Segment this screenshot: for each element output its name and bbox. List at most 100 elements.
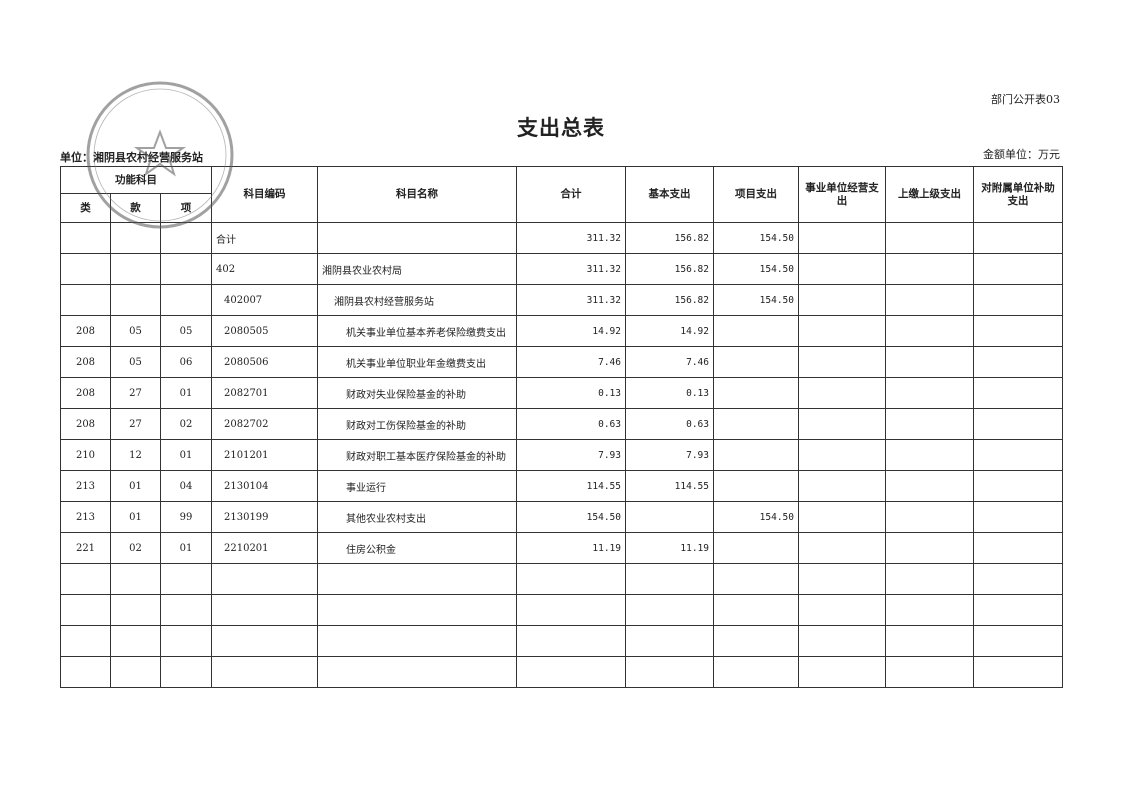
cell-name xyxy=(317,563,517,595)
cell-lei: 213 xyxy=(60,501,111,533)
cell-lei: 221 xyxy=(60,532,111,564)
header-upper: 上缴上级支出 xyxy=(885,166,974,223)
table-row: 213 01 04 2130104 事业运行 114.55 114.55 xyxy=(60,470,1063,502)
cell-lei: 208 xyxy=(60,377,111,409)
cell-kuan xyxy=(110,222,161,254)
header-lei: 类 xyxy=(60,193,111,223)
cell-name xyxy=(317,594,517,626)
header-code: 科目编码 xyxy=(211,166,318,223)
cell-kuan xyxy=(110,625,161,657)
cell-code xyxy=(211,563,318,595)
cell-lei: 208 xyxy=(60,346,111,378)
cell-project xyxy=(713,656,799,688)
cell-upper xyxy=(885,656,974,688)
unit-label: 单位：湘阴县农村经营服务站 xyxy=(60,151,203,164)
cell-kuan xyxy=(110,563,161,595)
cell-subsidy xyxy=(973,284,1063,316)
cell-code: 2082701 xyxy=(211,377,318,409)
cell-subsidy xyxy=(973,439,1063,471)
cell-name: 湘阴县农村经营服务站 xyxy=(317,284,517,316)
cell-basic: 11.19 xyxy=(625,532,714,564)
cell-project xyxy=(713,377,799,409)
cell-basic: 156.82 xyxy=(625,284,714,316)
cell-subsidy xyxy=(973,470,1063,502)
cell-project xyxy=(713,408,799,440)
cell-upper xyxy=(885,532,974,564)
cell-total: 311.32 xyxy=(516,222,626,254)
cell-lei xyxy=(60,563,111,595)
cell-kuan xyxy=(110,284,161,316)
cell-name: 机关事业单位基本养老保险缴费支出 xyxy=(317,315,517,347)
cell-subsidy xyxy=(973,656,1063,688)
cell-kuan xyxy=(110,253,161,285)
cell-subsidy xyxy=(973,315,1063,347)
cell-xiang xyxy=(160,284,212,316)
cell-total: 0.63 xyxy=(516,408,626,440)
cell-subsidy xyxy=(973,532,1063,564)
cell-upper xyxy=(885,563,974,595)
cell-lei xyxy=(60,656,111,688)
cell-business xyxy=(798,315,886,347)
cell-xiang xyxy=(160,222,212,254)
cell-name xyxy=(317,656,517,688)
cell-total: 154.50 xyxy=(516,501,626,533)
cell-subsidy xyxy=(973,253,1063,285)
cell-basic xyxy=(625,656,714,688)
table-row xyxy=(60,563,1063,595)
cell-lei xyxy=(60,253,111,285)
cell-basic: 7.46 xyxy=(625,346,714,378)
header-name: 科目名称 xyxy=(317,166,517,223)
cell-business xyxy=(798,439,886,471)
cell-total: 311.32 xyxy=(516,253,626,285)
cell-lei: 208 xyxy=(60,315,111,347)
table-row xyxy=(60,594,1063,626)
cell-xiang: 01 xyxy=(160,377,212,409)
cell-code xyxy=(211,625,318,657)
cell-business xyxy=(798,501,886,533)
table-row: 221 02 01 2210201 住房公积金 11.19 11.19 xyxy=(60,532,1063,564)
cell-lei xyxy=(60,284,111,316)
cell-business xyxy=(798,253,886,285)
cell-subsidy xyxy=(973,594,1063,626)
cell-project: 154.50 xyxy=(713,501,799,533)
cell-business xyxy=(798,532,886,564)
cell-project xyxy=(713,470,799,502)
page-title: 支出总表 xyxy=(517,116,605,140)
header-project: 项目支出 xyxy=(713,166,799,223)
cell-code xyxy=(211,656,318,688)
table-row xyxy=(60,625,1063,657)
cell-code: 402 xyxy=(211,253,318,285)
cell-lei xyxy=(60,594,111,626)
cell-basic: 114.55 xyxy=(625,470,714,502)
cell-name: 机关事业单位职业年金缴费支出 xyxy=(317,346,517,378)
cell-business xyxy=(798,594,886,626)
cell-project: 154.50 xyxy=(713,284,799,316)
table-row: 208 27 02 2082702 财政对工伤保险基金的补助 0.63 0.63 xyxy=(60,408,1063,440)
header-subsidy: 对附属单位补助支出 xyxy=(973,166,1063,223)
cell-business xyxy=(798,563,886,595)
cell-kuan xyxy=(110,594,161,626)
cell-business xyxy=(798,284,886,316)
header-business: 事业单位经营支出 xyxy=(798,166,886,223)
cell-xiang: 02 xyxy=(160,408,212,440)
cell-code: 2130199 xyxy=(211,501,318,533)
cell-business xyxy=(798,377,886,409)
table-row: 402007 湘阴县农村经营服务站 311.32 156.82 154.50 xyxy=(60,284,1063,316)
cell-total: 7.46 xyxy=(516,346,626,378)
cell-project: 154.50 xyxy=(713,253,799,285)
cell-subsidy xyxy=(973,408,1063,440)
cell-code: 合计 xyxy=(211,222,318,254)
cell-xiang: 06 xyxy=(160,346,212,378)
cell-code: 2082702 xyxy=(211,408,318,440)
cell-project xyxy=(713,346,799,378)
cell-business xyxy=(798,346,886,378)
cell-xiang: 99 xyxy=(160,501,212,533)
cell-total: 311.32 xyxy=(516,284,626,316)
cell-code: 2101201 xyxy=(211,439,318,471)
cell-kuan: 27 xyxy=(110,377,161,409)
cell-code: 2080505 xyxy=(211,315,318,347)
cell-lei xyxy=(60,625,111,657)
cell-basic xyxy=(625,594,714,626)
cell-subsidy xyxy=(973,501,1063,533)
cell-business xyxy=(798,625,886,657)
